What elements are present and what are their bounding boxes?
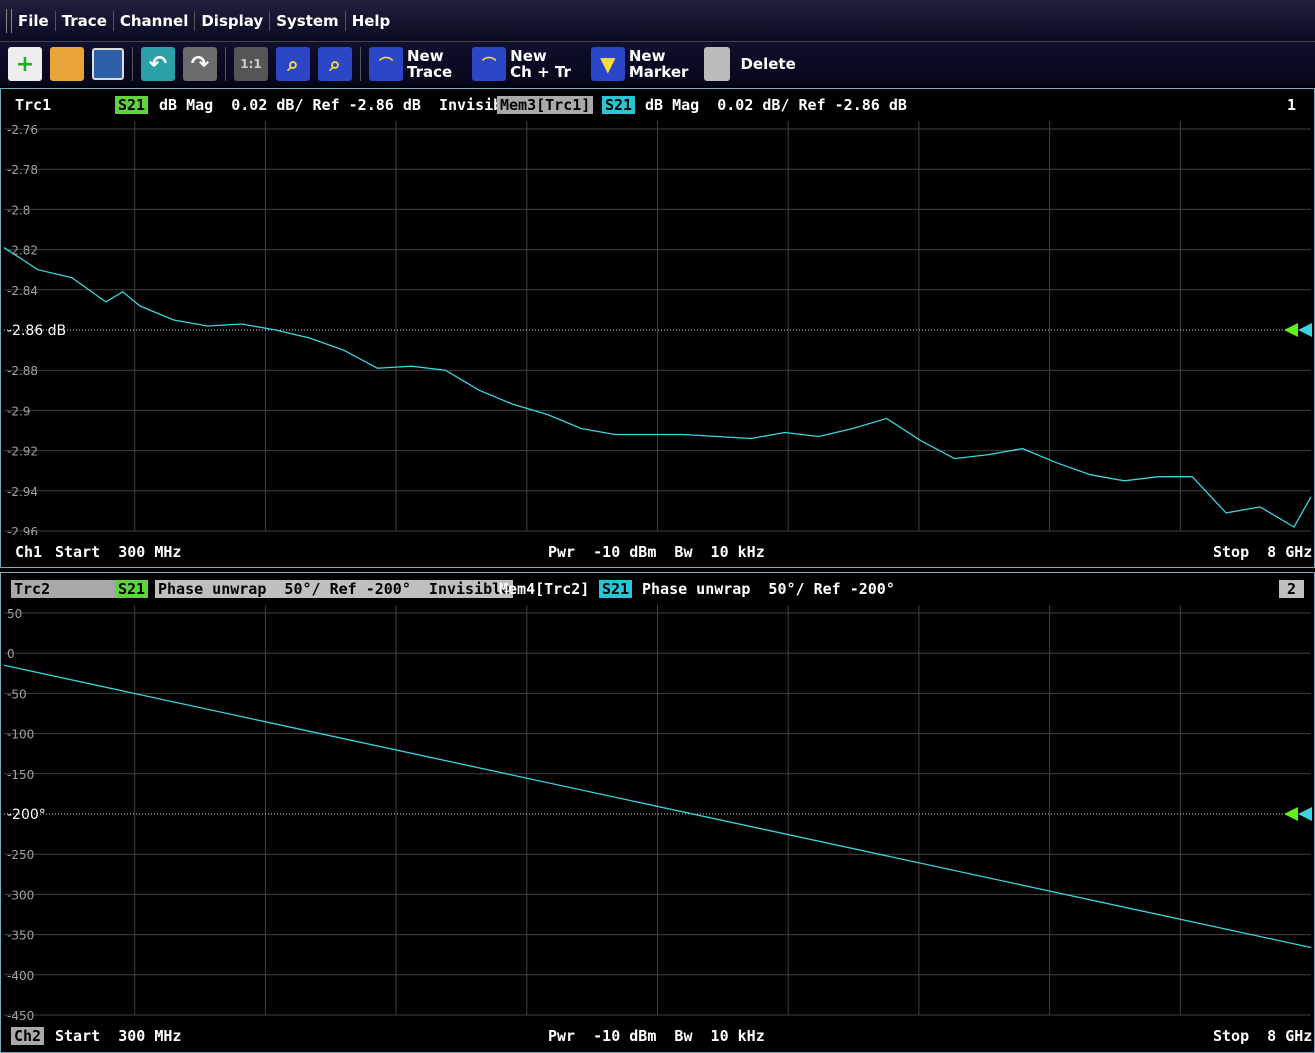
diagram-number: 1 [1287, 96, 1297, 114]
y-tick-label: 0 [7, 647, 15, 661]
y-tick-label: -2.78 [7, 163, 38, 177]
memory-s-param-tag[interactable]: S21 [602, 96, 636, 114]
memory-trace-info[interactable]: Phase unwrap 50°/ Ref -200° [642, 580, 895, 598]
new-marker-button[interactable]: ▼ New Marker [590, 45, 689, 83]
diagram-1-footer: Ch1 Start 300 MHz Pwr -10 dBm Bw 10 kHz … [1, 539, 1314, 565]
menu-grip[interactable] [6, 8, 12, 33]
memory-trace-name[interactable]: Mem3[Trc1] [497, 96, 594, 114]
trace-info[interactable]: Phase unwrap 50°/ Ref -200° Invisible [155, 580, 514, 598]
redo-icon: ↷ [183, 47, 217, 81]
toolbar-separator [132, 47, 133, 81]
toolbar: + ↶ ↷ 1:1 ⌕ ⌕ ⌒ New Trace ⌒ New Ch + Tr … [0, 42, 1315, 86]
trace-name[interactable]: Trc1 [15, 96, 52, 114]
menu-channel[interactable]: Channel [114, 10, 196, 31]
y-tick-label: -400 [7, 969, 34, 983]
memory-trace-name[interactable]: Mem4[Trc2] [499, 580, 590, 598]
menu-file[interactable]: File [12, 10, 56, 31]
y-tick-label: 50 [7, 607, 22, 621]
new-file-button[interactable]: + [8, 45, 42, 83]
ref-marker-trace-icon [1284, 323, 1298, 337]
new-channel-icon: ⌒ [472, 47, 507, 81]
trace-name[interactable]: Trc2 [11, 580, 123, 598]
trace-info[interactable]: dB Mag 0.02 dB/ Ref -2.86 dB Invisible [159, 96, 521, 114]
zoom-button[interactable]: ⌕ [276, 45, 310, 83]
menu-help[interactable]: Help [351, 11, 391, 30]
diagram-channel-2[interactable]: Trc2 S21 Phase unwrap 50°/ Ref -200° Inv… [0, 572, 1315, 1053]
plot-area-2[interactable]: 50 0 -50 -100 -150 -200° -250 -300 -350 -400 -450 [1, 605, 1314, 1021]
reference-level-label: -200° [7, 807, 46, 823]
undo-button[interactable]: ↶ [141, 45, 175, 83]
zoom-icon: ⌕ [276, 47, 310, 81]
y-tick-label: -300 [7, 888, 34, 902]
new-marker-label: New Marker [628, 47, 689, 81]
y-tick-label: -2.76 [7, 123, 38, 137]
memory-s-param-tag[interactable]: S21 [599, 580, 633, 598]
trace-line [3, 664, 1312, 949]
stop-frequency[interactable]: Stop 8 GHz [1213, 1027, 1313, 1045]
menu-display[interactable]: Display [195, 10, 271, 31]
y-tick-label: -100 [7, 728, 34, 742]
ref-marker-trace-icon [1284, 807, 1298, 821]
new-trace-icon: ⌒ [369, 47, 403, 81]
toolbar-separator [225, 47, 226, 81]
y-tick-label: -350 [7, 929, 34, 943]
y-tick-label: -50 [7, 687, 27, 701]
zoom-trace-icon: ⌕ [318, 47, 352, 81]
ref-marker-memory-icon [1298, 807, 1312, 821]
plot-area-1[interactable]: -2.76 -2.78 -2.8 -2.82 -2.84 -2.86 dB -2.88 -2.… [1, 121, 1314, 535]
new-trace-button[interactable]: ⌒ New Trace [369, 45, 452, 83]
zoom-trace-button[interactable]: ⌕ [318, 45, 352, 83]
diagram-channel-1[interactable]: Trc1 S21 dB Mag 0.02 dB/ Ref -2.86 dB In… [0, 88, 1315, 568]
save-button[interactable] [92, 45, 124, 83]
start-frequency[interactable]: Start 300 MHz [55, 1027, 182, 1045]
y-tick-label: -2.82 [7, 244, 38, 258]
trace-line [3, 247, 1312, 528]
power-bandwidth[interactable]: Pwr -10 dBm Bw 10 kHz [548, 543, 765, 561]
new-channel-trace-label: New Ch + Tr [510, 47, 571, 81]
y-tick-label: -2.96 [7, 525, 38, 535]
y-tick-label: -150 [7, 768, 34, 782]
y-tick-label: -2.9 [7, 404, 30, 418]
diagram-2-footer: Ch2 Start 300 MHz Pwr -10 dBm Bw 10 kHz … [1, 1023, 1314, 1049]
stop-frequency[interactable]: Stop 8 GHz [1213, 543, 1313, 561]
channel-label[interactable]: Ch1 [15, 543, 43, 561]
power-bandwidth[interactable]: Pwr -10 dBm Bw 10 kHz [548, 1027, 765, 1045]
y-tick-label: -2.8 [7, 203, 30, 217]
diagram-number: 2 [1279, 580, 1305, 598]
menu-trace[interactable]: Trace [56, 10, 114, 31]
save-icon [92, 48, 124, 80]
channel-label[interactable]: Ch2 [11, 1027, 45, 1045]
y-tick-label: -2.88 [7, 364, 38, 378]
menu-bar: File Trace Channel Display System Help [0, 0, 1315, 42]
y-tick-label: -250 [7, 848, 34, 862]
diagram-2-header: Trc2 S21 Phase unwrap 50°/ Ref -200° Inv… [1, 573, 1314, 605]
reference-level-label: -2.86 dB [7, 323, 66, 339]
start-frequency[interactable]: Start 300 MHz [55, 543, 182, 561]
new-trace-label: New Trace [407, 47, 453, 81]
s-param-tag[interactable]: S21 [115, 96, 149, 114]
y-tick-label: -2.92 [7, 445, 38, 459]
folder-icon [50, 47, 84, 81]
y-tick-label: -450 [7, 1009, 34, 1021]
undo-icon: ↶ [141, 47, 175, 81]
zoom-reset-icon: 1:1 [234, 47, 268, 81]
memory-trace-info[interactable]: dB Mag 0.02 dB/ Ref -2.86 dB [645, 96, 907, 114]
diagram-1-header: Trc1 S21 dB Mag 0.02 dB/ Ref -2.86 dB In… [1, 89, 1314, 121]
new-file-icon: + [8, 47, 42, 81]
redo-button[interactable]: ↷ [183, 45, 217, 83]
toolbar-separator [360, 47, 361, 81]
marker-icon: ▼ [590, 47, 625, 81]
new-channel-trace-button[interactable]: ⌒ New Ch + Tr [472, 45, 571, 83]
menu-system[interactable]: System [270, 10, 346, 31]
ref-marker-memory-icon [1298, 323, 1312, 337]
open-button[interactable] [50, 45, 84, 83]
delete-button[interactable]: Delete [704, 45, 796, 83]
delete-label: Delete [740, 55, 796, 73]
trash-icon [704, 47, 731, 81]
y-tick-label: -2.84 [7, 284, 38, 298]
y-tick-label: -2.94 [7, 485, 38, 499]
zoom-reset-button[interactable]: 1:1 [234, 45, 268, 83]
s-param-tag[interactable]: S21 [115, 580, 149, 598]
